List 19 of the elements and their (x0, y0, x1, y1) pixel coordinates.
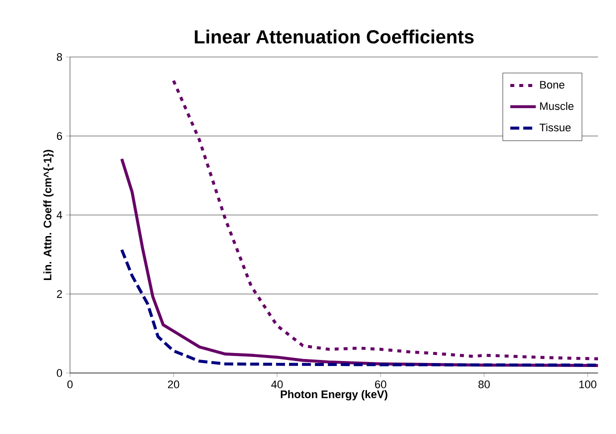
legend-label: Tissue (540, 123, 571, 132)
y-tick-label: 0 (56, 369, 62, 377)
y-tick-label: 4 (56, 211, 62, 219)
x-tick-label: 40 (271, 380, 283, 388)
y-tick-label: 6 (56, 132, 62, 140)
x-tick-label: 80 (478, 380, 490, 388)
y-tick-label: 8 (56, 53, 62, 61)
x-tick-label: 60 (375, 380, 386, 388)
line-series (120, 248, 598, 367)
chart-title: Linear Attenuation Coefficients (194, 30, 474, 44)
line-series (172, 79, 598, 360)
x-tick-label: 0 (67, 380, 73, 388)
legend-label: Muscle (540, 102, 574, 110)
x-tick-label: 100 (579, 380, 596, 388)
legend-label: Bone (540, 80, 564, 89)
x-axis-title: Photon Energy (keV) (280, 390, 388, 400)
y-tick-label: 2 (56, 290, 62, 298)
x-tick-label: 20 (168, 380, 180, 388)
y-axis-title: Lin. Attn. Coeff (cm^{-1}) (43, 150, 54, 280)
